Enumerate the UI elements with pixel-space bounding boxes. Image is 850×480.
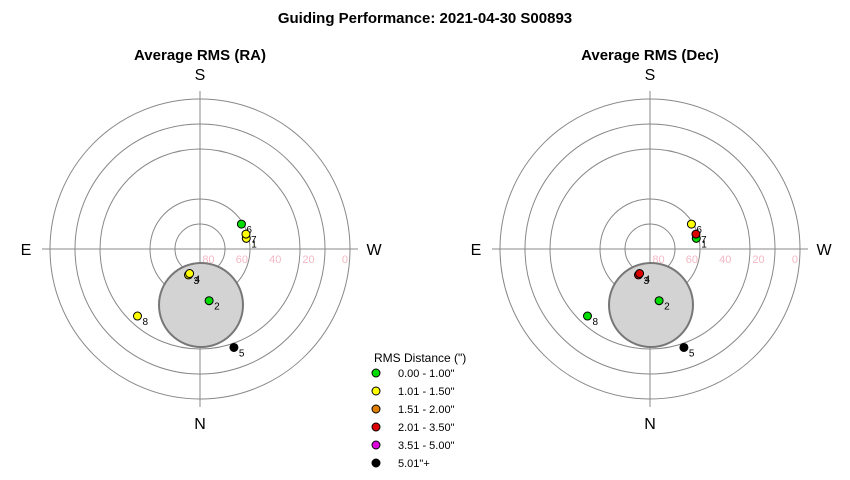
direction-label-left: E bbox=[21, 242, 32, 259]
data-point-label: 2 bbox=[664, 302, 670, 313]
chart-title: Average RMS (RA) bbox=[134, 47, 266, 64]
data-point bbox=[654, 296, 664, 306]
data-point-label: 8 bbox=[142, 317, 148, 328]
data-point bbox=[582, 311, 592, 321]
legend-marker bbox=[371, 404, 381, 414]
altitude-tick-label: 60 bbox=[686, 254, 698, 266]
direction-label-right: W bbox=[366, 242, 382, 259]
chart-title: Average RMS (Dec) bbox=[581, 47, 719, 64]
data-point-label: 2 bbox=[214, 302, 220, 313]
data-point-label: 4 bbox=[645, 275, 651, 286]
data-point bbox=[204, 296, 214, 306]
data-point-label: 1 bbox=[251, 239, 257, 250]
legend-label: 1.01 - 1.50" bbox=[398, 386, 455, 398]
legend-marker bbox=[371, 386, 381, 396]
data-point-label: 3 bbox=[193, 276, 199, 287]
data-point-label: 7 bbox=[251, 235, 257, 246]
data-point bbox=[686, 219, 696, 229]
legend-label: 5.01"+ bbox=[398, 458, 430, 470]
altitude-tick-label: 40 bbox=[269, 254, 281, 266]
legend-title: RMS Distance (") bbox=[374, 351, 466, 365]
data-point-label: 3 bbox=[643, 276, 649, 287]
legend-marker bbox=[371, 458, 381, 468]
data-point bbox=[229, 342, 239, 352]
data-point-label: 4 bbox=[195, 275, 201, 286]
altitude-tick-label: 40 bbox=[719, 254, 731, 266]
altitude-tick-label: 0 bbox=[342, 254, 348, 266]
altitude-tick-label: 20 bbox=[752, 254, 764, 266]
page-title: Guiding Performance: 2021-04-30 S00893 bbox=[277, 10, 573, 27]
data-point bbox=[185, 269, 195, 279]
data-point bbox=[679, 342, 689, 352]
direction-label-left: E bbox=[471, 242, 482, 259]
moon-disc bbox=[158, 262, 244, 348]
legend-marker bbox=[371, 422, 381, 432]
data-point-label: 8 bbox=[592, 317, 598, 328]
data-point bbox=[635, 269, 645, 279]
data-point-label: 5 bbox=[689, 348, 695, 359]
data-point-label: 5 bbox=[239, 348, 245, 359]
direction-label-bottom: N bbox=[644, 416, 656, 433]
altitude-tick-label: 0 bbox=[792, 254, 798, 266]
altitude-tick-label: 60 bbox=[236, 254, 248, 266]
legend-marker bbox=[371, 440, 381, 450]
direction-label-right: W bbox=[816, 242, 832, 259]
data-point bbox=[236, 219, 246, 229]
legend-marker bbox=[371, 368, 381, 378]
data-point-label: 1 bbox=[701, 239, 707, 250]
legend-label: 3.51 - 5.00" bbox=[398, 440, 455, 452]
data-point bbox=[691, 229, 701, 239]
direction-label-bottom: N bbox=[194, 416, 206, 433]
data-point-label: 6 bbox=[696, 225, 702, 236]
data-point-label: 7 bbox=[701, 235, 707, 246]
legend-label: 0.00 - 1.00" bbox=[398, 368, 455, 380]
altitude-tick-label: 20 bbox=[302, 254, 314, 266]
legend-label: 1.51 - 2.00" bbox=[398, 404, 455, 416]
direction-label-top: S bbox=[645, 67, 656, 84]
direction-label-top: S bbox=[195, 67, 206, 84]
moon-disc bbox=[608, 262, 694, 348]
data-point bbox=[132, 311, 142, 321]
data-point-label: 6 bbox=[246, 225, 252, 236]
data-point bbox=[241, 229, 251, 239]
legend-label: 2.01 - 3.50" bbox=[398, 422, 455, 434]
